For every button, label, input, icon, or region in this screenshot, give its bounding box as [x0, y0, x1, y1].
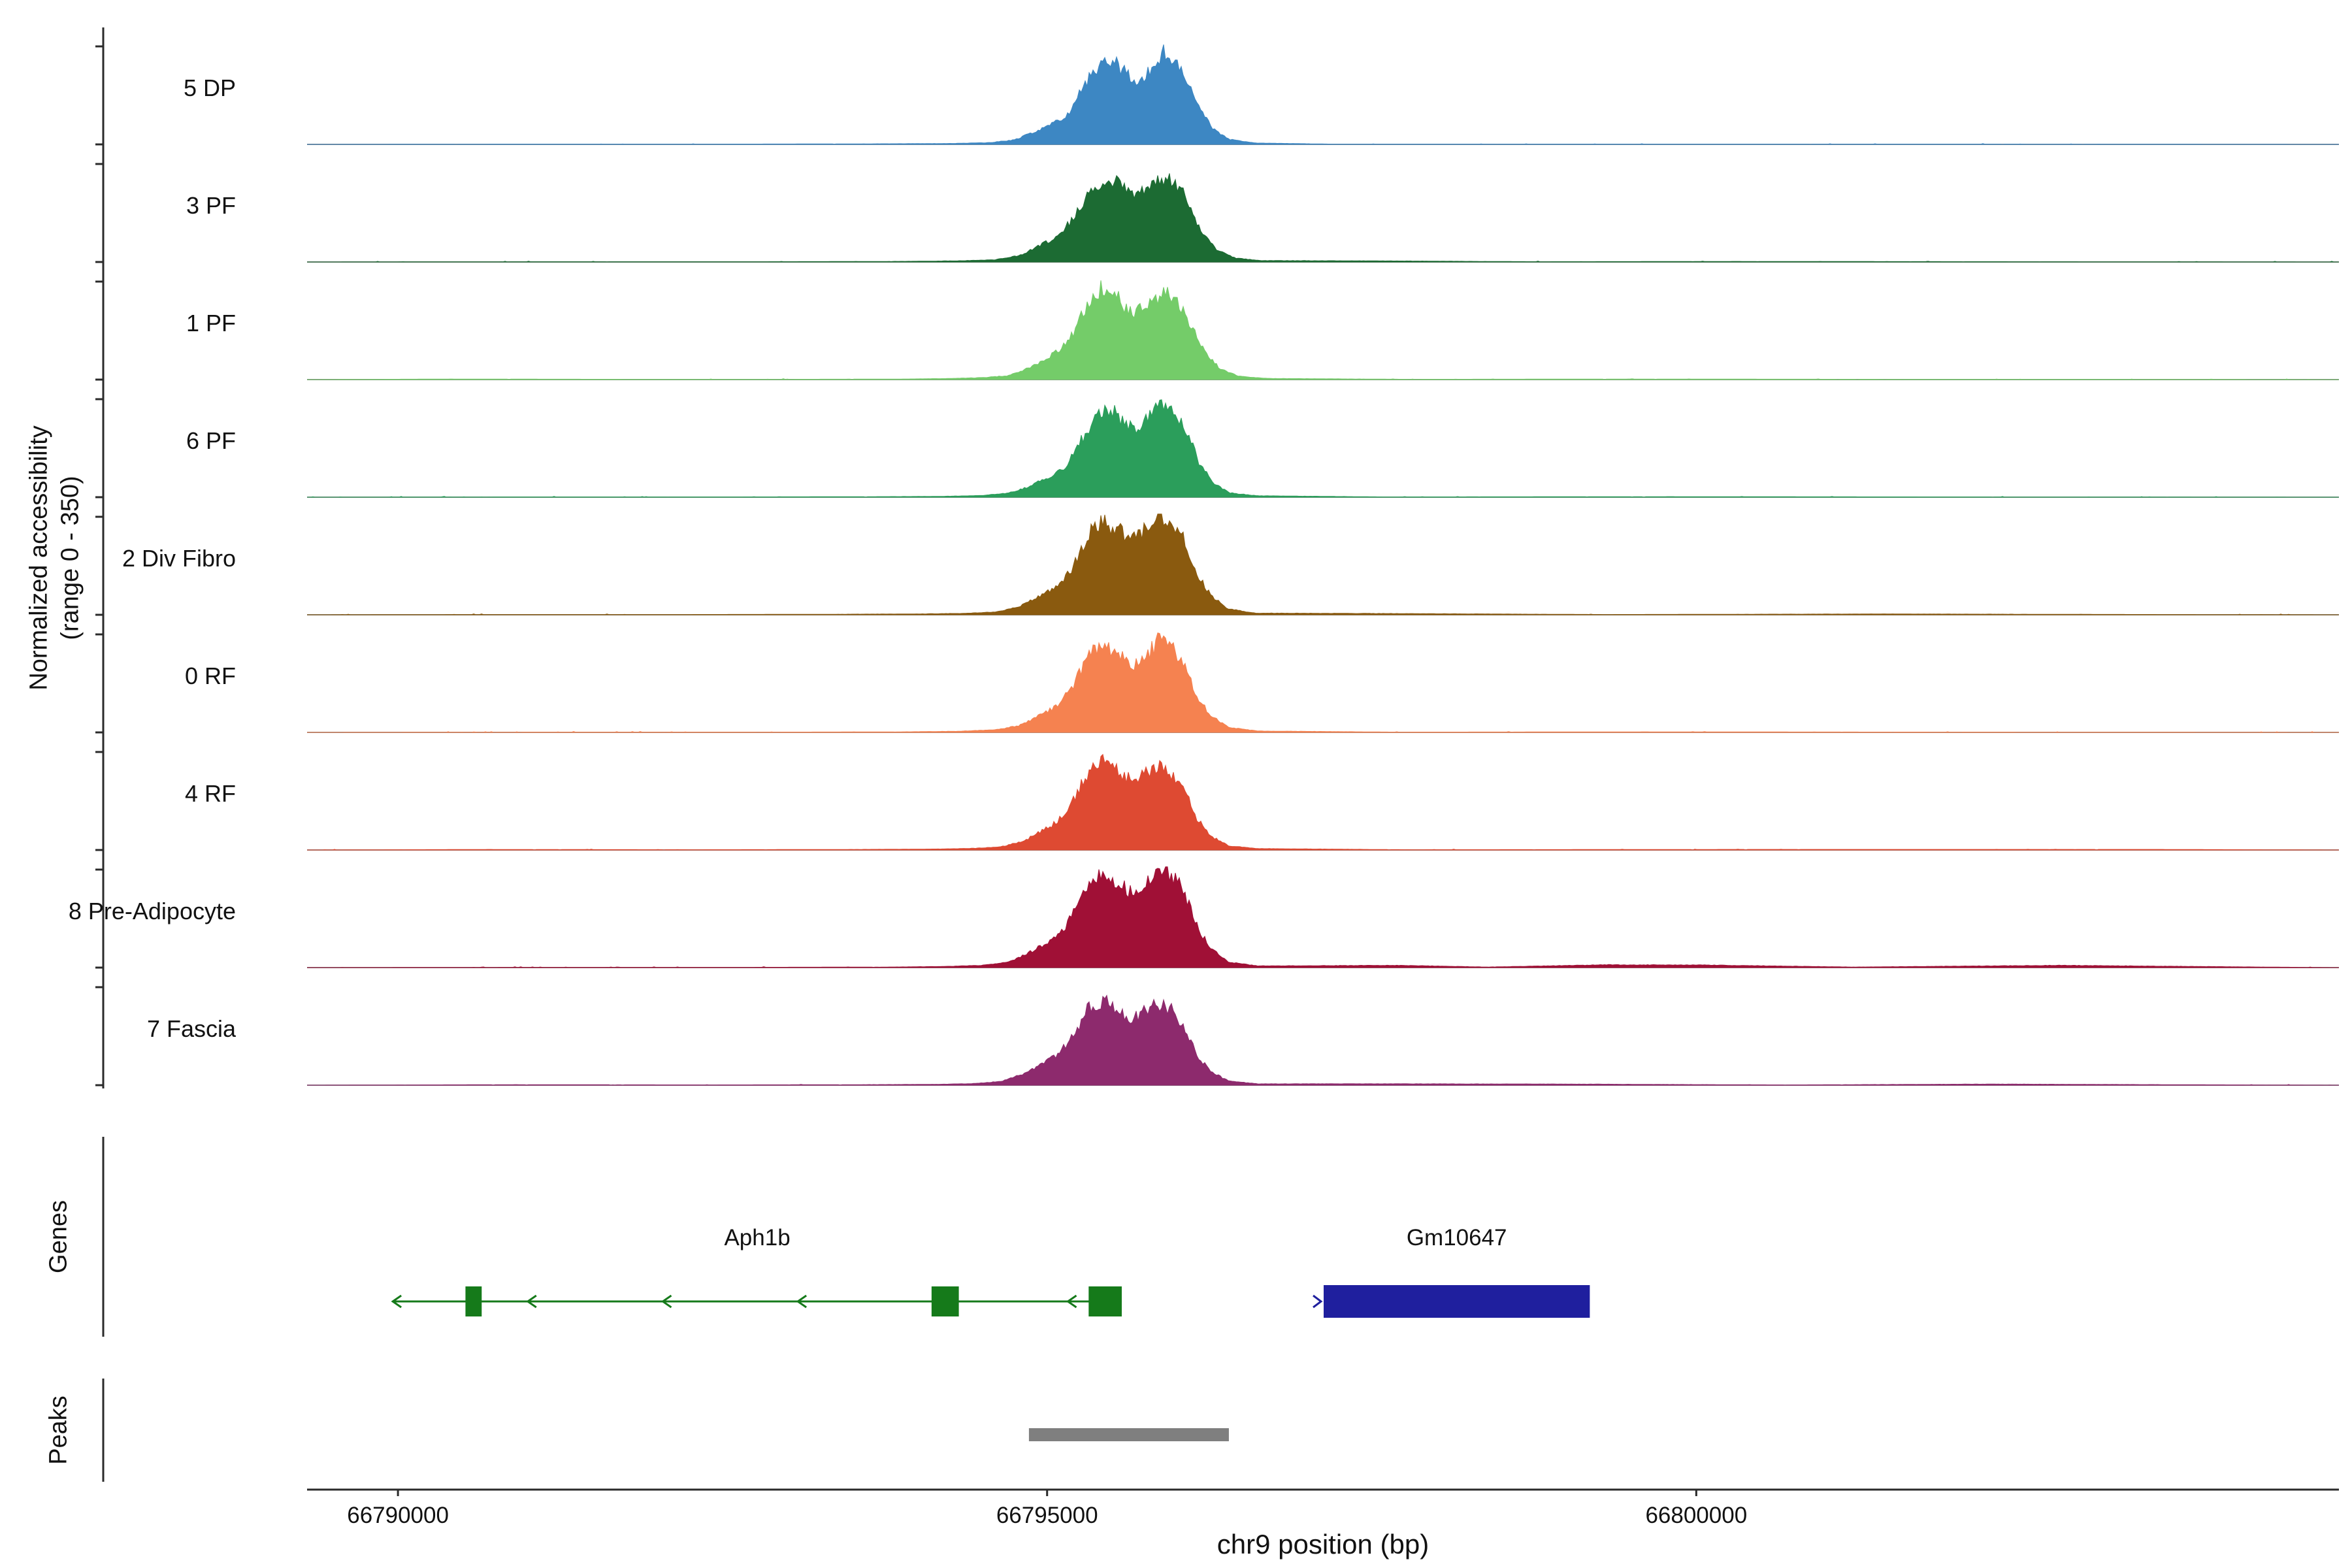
- x-tick-label: 66800000: [1645, 1503, 1748, 1528]
- track-signal: [307, 399, 2339, 498]
- gene-exon: [1323, 1285, 1590, 1318]
- track-label: 1 PF: [186, 310, 236, 336]
- gene-strand-chevron-icon: [526, 1294, 537, 1309]
- track-signal: [307, 753, 2339, 851]
- gene-strand-chevron-icon: [1066, 1294, 1077, 1309]
- x-tick-label: 66790000: [347, 1503, 449, 1528]
- gene-label: Gm10647: [1406, 1225, 1507, 1250]
- peaks-section-label: Peaks: [44, 1396, 73, 1465]
- gene-exon: [931, 1286, 959, 1316]
- track-label: 3 PF: [186, 192, 236, 219]
- x-tick-label: 66795000: [996, 1503, 1098, 1528]
- gene-strand-chevron-icon: [796, 1294, 808, 1309]
- track-signal: [307, 866, 2339, 968]
- track-label: 4 RF: [184, 780, 236, 807]
- track-signal: [307, 632, 2339, 733]
- track-signal: [307, 173, 2339, 263]
- gene-strand-chevron-icon: [1313, 1294, 1323, 1309]
- gene-strand-chevron-icon: [391, 1294, 402, 1309]
- gene-label: Aph1b: [724, 1225, 791, 1250]
- gene-exon: [1088, 1286, 1122, 1316]
- track-label: 2 Div Fibro: [122, 545, 236, 572]
- track-signal: [307, 280, 2339, 380]
- x-axis-title: chr9 position (bp): [1217, 1529, 1429, 1560]
- gene-strand-chevron-icon: [661, 1294, 672, 1309]
- track-label: 5 DP: [183, 74, 236, 101]
- track-label: 6 PF: [186, 427, 236, 454]
- gene-exon: [465, 1286, 482, 1316]
- track-label: 7 Fascia: [146, 1015, 236, 1042]
- track-signal: [307, 44, 2339, 145]
- genes-section-label: Genes: [44, 1200, 73, 1273]
- track-signal: [307, 994, 2339, 1086]
- peak-bar: [1028, 1428, 1229, 1441]
- track-label: 0 RF: [184, 662, 236, 689]
- track-signal: [307, 514, 2339, 615]
- track-label: 8 Pre-Adipocyte: [68, 898, 236, 924]
